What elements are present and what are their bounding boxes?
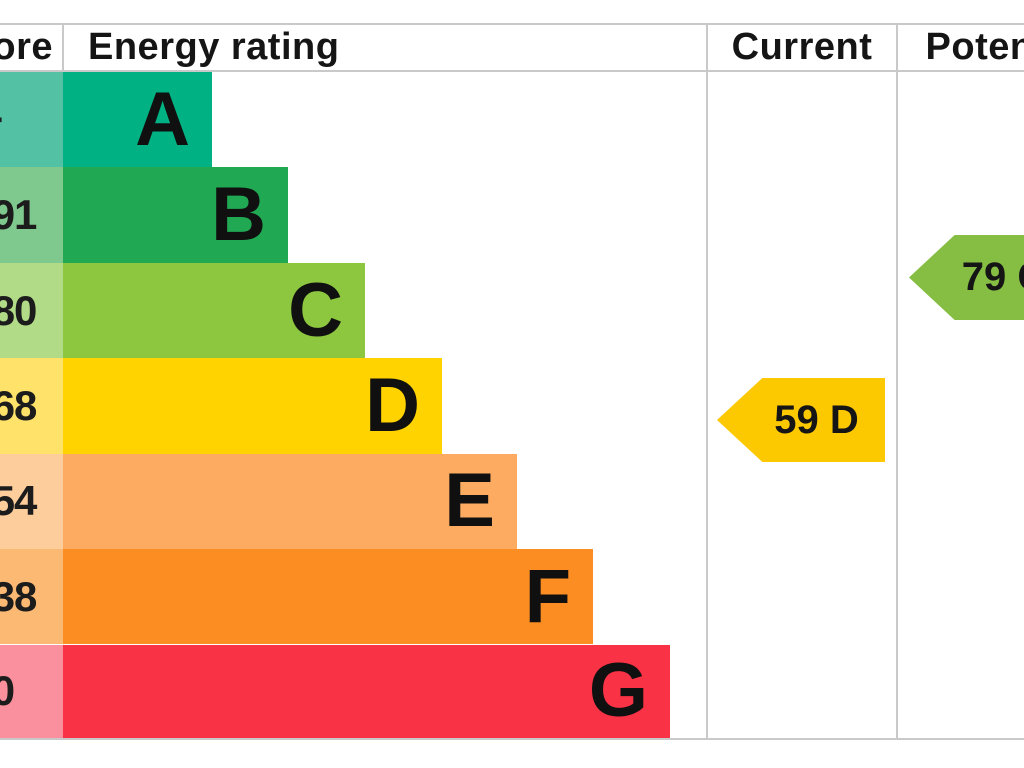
score-cell-c: 69-80 xyxy=(0,262,63,359)
energy-rating-column-header: Energy rating xyxy=(88,26,340,68)
epc-row-b: 81-91 B xyxy=(0,167,1024,263)
rating-letter-d: D xyxy=(365,362,420,448)
rating-letter-g: G xyxy=(588,648,648,734)
potential-rating-label: 79 C xyxy=(961,255,1024,299)
score-cell-e: 39-54 xyxy=(0,453,63,550)
score-cell-d: 55-68 xyxy=(0,358,63,454)
score-cell-f: 21-38 xyxy=(0,549,63,645)
epc-row-c: 69-80 C xyxy=(0,262,1024,359)
rating-letter-f: F xyxy=(524,553,571,639)
current-rating-label: 59 D xyxy=(774,397,859,442)
score-column-header: Score xyxy=(0,26,54,68)
rating-bar-f: F xyxy=(63,549,593,645)
current-column-divider xyxy=(706,23,708,740)
rating-bar-c: C xyxy=(63,262,365,359)
rating-letter-c: C xyxy=(288,267,343,353)
score-cell-a: 92+ xyxy=(0,72,63,168)
score-range-label-c: 69-80 xyxy=(0,286,37,334)
current-column-header: Current xyxy=(731,26,873,68)
rating-bar-d: D xyxy=(63,358,442,454)
potential-column-header: Potential xyxy=(925,26,1024,68)
epc-row-e: 39-54 E xyxy=(0,453,1024,550)
score-cell-b: 81-91 xyxy=(0,167,63,263)
score-cell-g: 1-20 xyxy=(0,644,63,738)
score-range-label-b: 81-91 xyxy=(0,191,37,239)
epc-row-g: 1-20 G xyxy=(0,644,1024,738)
score-range-label-e: 39-54 xyxy=(0,477,37,525)
epc-row-a: 92+ A xyxy=(0,72,1024,168)
score-range-label-a: 92+ xyxy=(0,96,3,144)
epc-row-f: 21-38 F xyxy=(0,549,1024,645)
rating-bar-g: G xyxy=(63,644,670,738)
rating-letter-e: E xyxy=(444,458,495,544)
score-range-label-d: 55-68 xyxy=(0,381,37,429)
score-range-label-f: 21-38 xyxy=(0,572,37,620)
epc-row-d: 55-68 D xyxy=(0,358,1024,454)
rating-letter-b: B xyxy=(211,172,266,258)
rating-bar-a: A xyxy=(63,72,212,168)
table-bottom-border xyxy=(0,738,1024,740)
rating-bar-b: B xyxy=(63,167,288,263)
header-bottom-border xyxy=(0,70,1024,72)
score-column-divider xyxy=(62,23,64,72)
rating-bar-e: E xyxy=(63,453,517,550)
rating-letter-a: A xyxy=(135,76,190,162)
potential-column-divider xyxy=(896,23,898,740)
score-range-label-g: 1-20 xyxy=(0,667,15,715)
table-top-border xyxy=(0,23,1024,25)
